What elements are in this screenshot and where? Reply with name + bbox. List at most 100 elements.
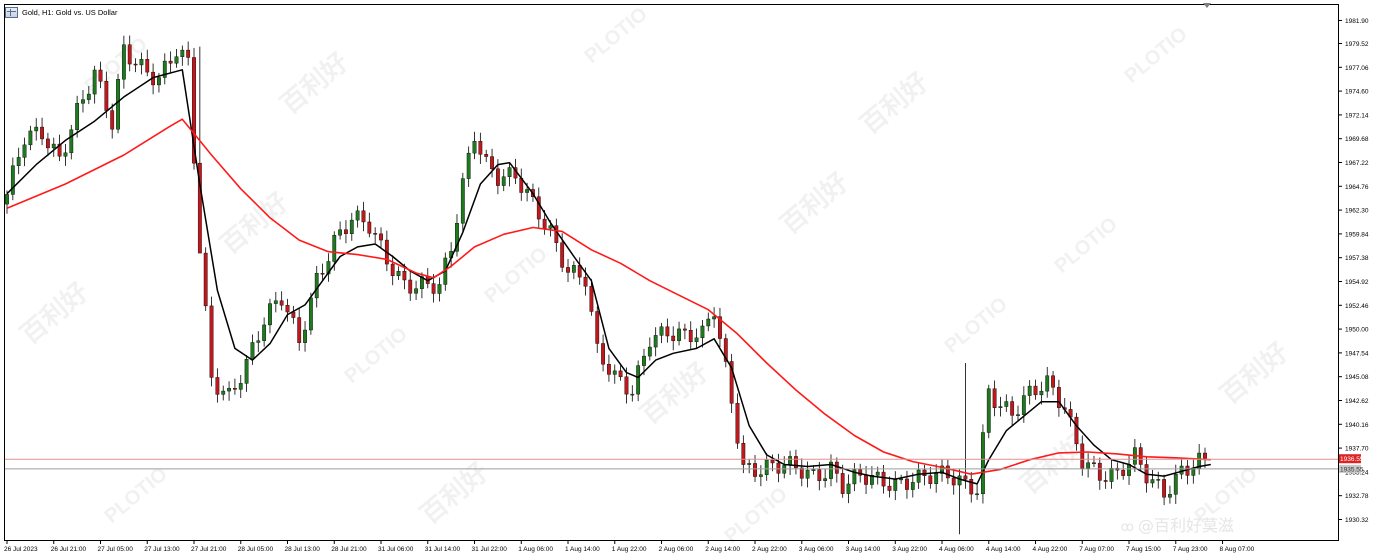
candle-body <box>712 316 717 320</box>
candle-body <box>174 56 179 64</box>
candle-body <box>314 273 319 299</box>
candle-body <box>1057 387 1061 408</box>
chart-title-bar: Gold, H1: Gold vs. US Dollar <box>5 5 117 19</box>
candle-body <box>455 223 459 252</box>
candle-body <box>75 103 80 130</box>
candle-body <box>420 276 424 289</box>
watermark-footer: ꝏ @百利好莫滋 <box>1121 512 1234 536</box>
weibo-icon: ꝏ <box>1120 520 1134 535</box>
watermark: PLOTIO <box>581 3 652 68</box>
candle-body <box>694 337 699 343</box>
candle-body <box>355 210 360 221</box>
candle-body <box>162 60 167 78</box>
time-tick-label: 26 Jul 21:00 <box>51 546 87 553</box>
price-tick-label: 1969.68 <box>1345 136 1369 143</box>
time-tick-label: 1 Aug 06:00 <box>518 546 553 553</box>
candle-body <box>1010 401 1015 416</box>
watermark-text: 百利好 <box>855 67 934 140</box>
watermark-footer-text: @百利好莫滋 <box>1137 516 1234 535</box>
candle-body <box>653 335 658 348</box>
time-tick-label: 4 Aug 14:00 <box>986 546 1021 553</box>
candle-body <box>490 156 494 170</box>
candle-body <box>28 130 33 146</box>
candle-body <box>682 328 687 331</box>
time-tick-label: 4 Aug 06:00 <box>939 546 974 553</box>
time-tick-label: 2 Aug 14:00 <box>705 546 740 553</box>
candle-body <box>478 141 483 155</box>
candle-body <box>1156 479 1161 481</box>
candle-body <box>794 456 798 469</box>
chart-shift-marker[interactable] <box>1203 3 1211 8</box>
watermark: 百利好 <box>215 187 294 260</box>
candle-body <box>10 165 15 195</box>
candle-body <box>40 126 44 140</box>
candle-body <box>799 467 804 479</box>
time-tick-label: 31 Jul 14:00 <box>425 546 461 553</box>
time-tick-label: 26 Jul 2023 <box>4 546 38 553</box>
candle-body <box>472 141 477 154</box>
candle-body <box>139 59 144 66</box>
plot-frame <box>4 4 1339 541</box>
candle-body <box>571 265 576 273</box>
price-axis: 1981.90 1979.52 1977.06 1974.60 1972.14 1969.… <box>1338 18 1369 524</box>
price-tick-label: 1977.06 <box>1345 65 1369 72</box>
watermark: PLOTIO <box>721 483 792 548</box>
chart-window-icon <box>5 6 18 18</box>
watermark-text: 百利好 <box>215 187 294 260</box>
time-tick-label: 8 Aug 07:00 <box>1220 546 1255 553</box>
watermark-text: 百利好 <box>415 457 494 530</box>
watermark-text: 百利好 <box>1215 337 1294 410</box>
candle-body <box>975 493 979 496</box>
candle-body <box>1027 385 1032 396</box>
candle-body <box>268 303 272 326</box>
candle-body <box>542 218 547 229</box>
candle-body <box>221 390 226 395</box>
candle-body <box>466 152 471 179</box>
candle-body <box>507 167 512 177</box>
candle-body <box>1103 480 1108 482</box>
candle-body <box>238 383 243 390</box>
price-tick-label: 1930.32 <box>1345 517 1369 524</box>
time-tick-label: 4 Aug 22:00 <box>1033 546 1068 553</box>
time-tick-label: 27 Jul 13:00 <box>144 546 180 553</box>
price-tick-label: 1967.22 <box>1345 160 1369 167</box>
candle-body <box>145 59 150 73</box>
candle-body <box>566 267 570 273</box>
price-tick-label: 1942.62 <box>1345 398 1369 405</box>
candle-body <box>601 343 605 365</box>
candle-body <box>642 355 646 366</box>
price-tick-label: 1954.92 <box>1345 279 1369 286</box>
candle-body <box>495 168 500 186</box>
candle-body <box>233 388 237 390</box>
candle-body <box>460 178 465 224</box>
candle-body <box>583 276 588 287</box>
candle-body <box>326 261 331 275</box>
candle-body <box>934 473 939 484</box>
candle-body <box>308 297 313 331</box>
watermark: 百利好 <box>275 47 354 120</box>
candle-body <box>671 335 676 341</box>
watermark: PLOTIO <box>341 323 412 388</box>
candle-body <box>893 479 898 491</box>
candle-body <box>373 233 378 235</box>
candle-body <box>133 63 138 66</box>
watermark-text: PLOTIO <box>721 483 792 548</box>
time-tick-label: 3 Aug 06:00 <box>799 546 834 553</box>
candle-body <box>910 482 915 490</box>
candle-body <box>104 80 109 111</box>
candle-body <box>875 471 880 476</box>
candle-body <box>992 388 997 408</box>
candle-body <box>116 79 120 130</box>
candle-body <box>887 485 892 491</box>
candle-body <box>864 475 868 485</box>
candle-body <box>1092 462 1096 464</box>
time-tick-label: 7 Aug 23:00 <box>1173 546 1208 553</box>
time-tick-label: 27 Jul 05:00 <box>98 546 134 553</box>
candle-body <box>1150 479 1155 484</box>
time-tick-label: 3 Aug 14:00 <box>846 546 881 553</box>
candle-body <box>203 252 208 307</box>
candle-body <box>688 330 693 343</box>
candle-body <box>998 406 1003 408</box>
price-tick-label: 1937.70 <box>1345 446 1369 453</box>
